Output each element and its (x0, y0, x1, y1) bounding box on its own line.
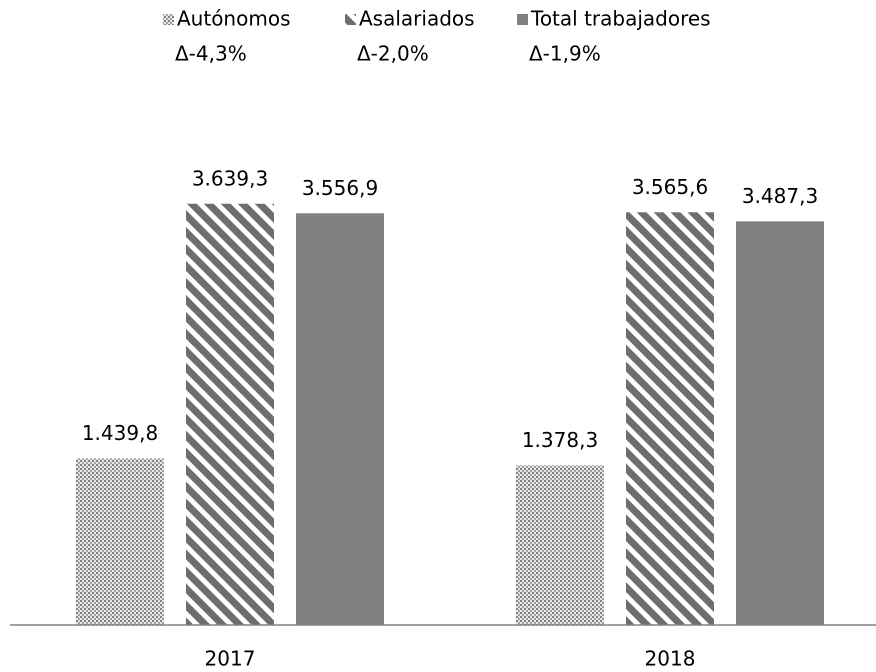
legend-label: Total trabajadores (530, 7, 711, 31)
x-tick-label: 2018 (645, 647, 696, 671)
legend-swatch (517, 14, 528, 25)
bar (186, 203, 274, 625)
bar (736, 221, 824, 625)
value-label: 3.565,6 (632, 175, 708, 199)
value-label: 3.556,9 (302, 176, 378, 200)
legend-note: Δ-2,0% (357, 42, 429, 66)
value-label: 3.639,3 (192, 166, 268, 190)
legend-swatch (163, 14, 174, 25)
x-tick-label: 2017 (205, 647, 256, 671)
legend-label: Asalariados (359, 7, 475, 31)
legend-label: Autónomos (177, 7, 291, 31)
bar (516, 465, 604, 625)
value-label: 3.487,3 (742, 184, 818, 208)
value-label: 1.378,3 (522, 428, 598, 452)
legend-note: Δ-1,9% (529, 42, 601, 66)
bar (626, 212, 714, 625)
legend-swatch (345, 14, 356, 25)
legend-note: Δ-4,3% (175, 42, 247, 66)
bar (296, 213, 384, 625)
bar (76, 458, 164, 625)
value-label: 1.439,8 (82, 421, 158, 445)
